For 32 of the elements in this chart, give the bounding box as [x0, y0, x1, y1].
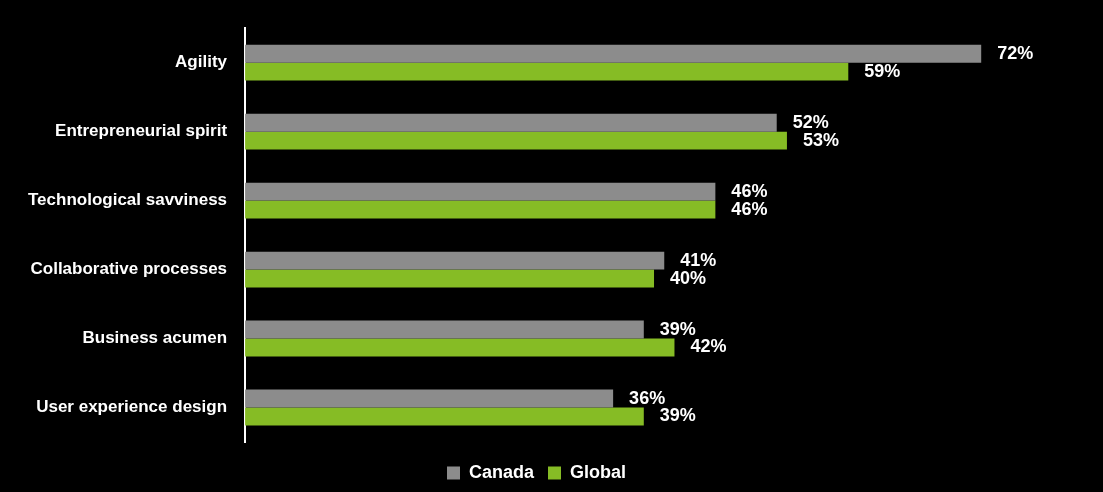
bar — [245, 389, 614, 408]
y-tick-label: Entrepreneurial spirit — [55, 121, 228, 141]
bar — [245, 182, 716, 201]
data-label: 46% — [731, 198, 768, 219]
data-label: 52% — [792, 111, 829, 132]
y-tick-label: User experience design — [36, 397, 228, 417]
data-label: 40% — [670, 267, 707, 288]
y-tick-label: Business acumen — [82, 328, 228, 348]
bar — [245, 62, 849, 81]
data-label: 53% — [802, 129, 839, 150]
legend-label: Global — [570, 461, 627, 482]
bar — [245, 44, 982, 63]
bar — [245, 200, 716, 219]
y-tick-label: Collaborative processes — [30, 259, 228, 279]
data-label: 39% — [659, 405, 696, 426]
data-label: 39% — [659, 318, 696, 339]
data-label: 36% — [629, 387, 666, 408]
legend-label: Canada — [468, 461, 535, 482]
y-tick-label: Technological savviness — [28, 190, 228, 210]
bar — [245, 338, 675, 357]
y-tick-label: Agility — [175, 52, 228, 72]
data-label: 42% — [690, 336, 727, 357]
bar — [245, 269, 655, 288]
bar — [245, 407, 644, 426]
data-label: 46% — [731, 180, 768, 201]
bar — [245, 131, 787, 150]
data-label: 72% — [997, 42, 1034, 63]
bar — [245, 320, 644, 339]
bar — [245, 113, 777, 132]
data-label: 41% — [680, 249, 717, 270]
bar — [245, 251, 665, 270]
data-label: 59% — [864, 60, 901, 81]
